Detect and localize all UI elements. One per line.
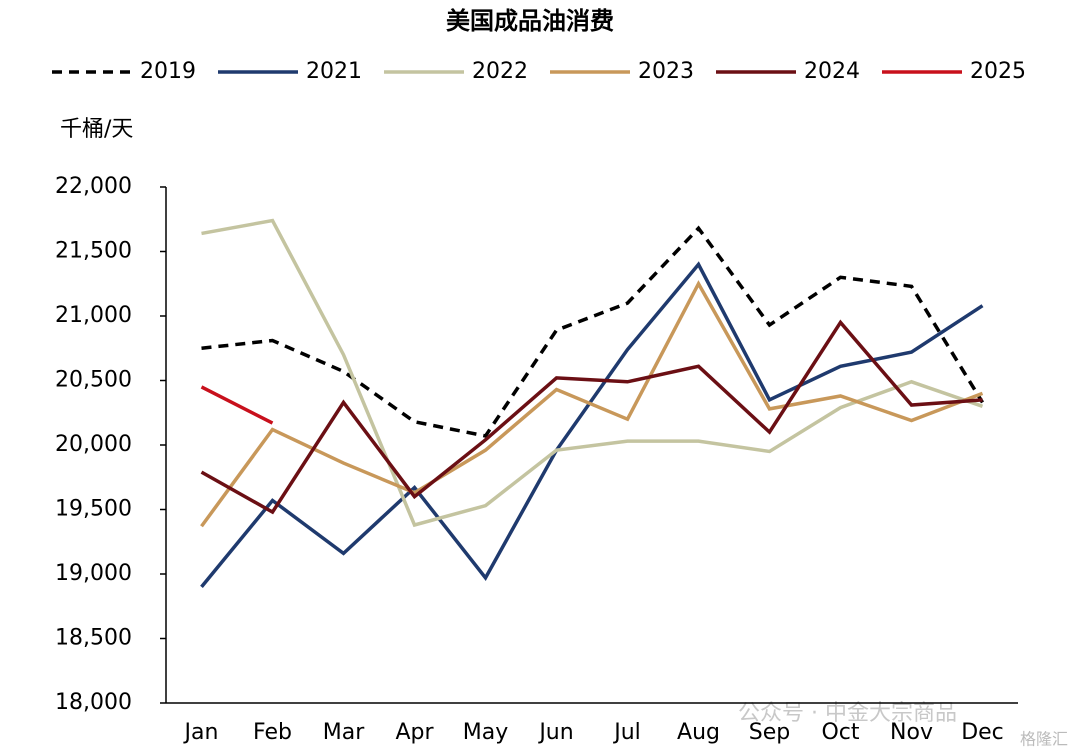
watermark: 格隆汇 [1020, 730, 1068, 749]
legend-label: 2023 [638, 59, 694, 84]
y-tick-label: 18,500 [55, 626, 132, 651]
series-line [201, 218, 984, 528]
series-line [200, 261, 984, 589]
x-tick-label: Jun [537, 720, 573, 745]
x-tick-label: Nov [890, 720, 933, 745]
x-tick-label: Feb [253, 720, 292, 745]
x-tick-label: Aug [677, 720, 720, 745]
x-tick-label: May [463, 720, 508, 745]
y-tick-label: 21,500 [55, 239, 132, 264]
legend-label: 2024 [804, 59, 860, 84]
legend-label: 2022 [472, 59, 528, 84]
x-tick-label: Mar [323, 720, 365, 745]
legend-label: 2019 [140, 59, 196, 84]
y-tick-label: 22,000 [55, 174, 132, 199]
x-tick-label: Dec [961, 720, 1004, 745]
y-tick-label: 20,500 [55, 368, 132, 393]
legend-label: 2021 [306, 59, 362, 84]
series-line [200, 319, 983, 515]
x-tick-label: Jul [612, 720, 641, 745]
watermark: 公众号 · 中金大宗商品 [738, 701, 957, 726]
y-tick-label: 19,500 [55, 497, 132, 522]
x-tick-label: Apr [395, 720, 434, 745]
chart-title: 美国成品油消费 [446, 7, 614, 35]
x-tick-label: Jan [183, 720, 219, 745]
y-tick-label: 20,000 [55, 432, 132, 457]
y-tick-label: 18,000 [55, 690, 132, 715]
series-line [200, 280, 984, 528]
y-tick-label: 19,000 [55, 561, 132, 586]
x-tick-label: Oct [821, 720, 859, 745]
y-axis-label: 千桶/天 [60, 117, 133, 142]
x-tick-label: Sep [749, 720, 790, 745]
legend-label: 2025 [970, 59, 1026, 84]
y-tick-label: 21,000 [55, 303, 132, 328]
series-line [200, 385, 274, 425]
